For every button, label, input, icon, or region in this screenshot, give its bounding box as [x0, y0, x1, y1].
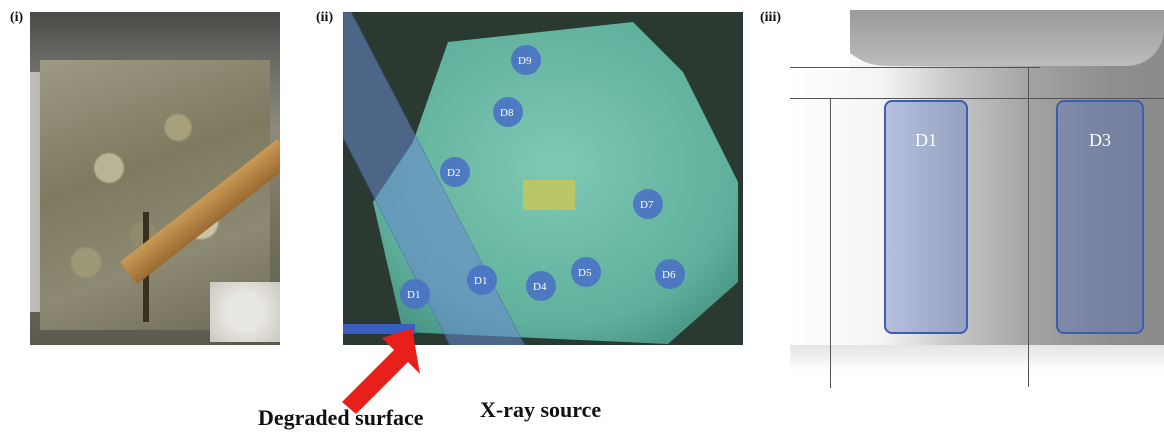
detector-d9: D9 — [511, 45, 541, 75]
svg-text:D9: D9 — [518, 55, 532, 67]
cross-section-drawing: D9 D8 D2 D7 D1 D1 D4 D5 D6 — [343, 12, 743, 345]
svg-text:D7: D7 — [640, 199, 654, 211]
panel-label-i: (i) — [10, 10, 24, 25]
roi-d1: D1 — [884, 100, 968, 334]
svg-text:D5: D5 — [578, 267, 592, 279]
detector-d1: D1 — [467, 265, 497, 295]
grid-line-h2 — [790, 98, 1164, 99]
roi-d3-label: D3 — [1089, 130, 1111, 150]
svg-text:D1: D1 — [407, 289, 420, 301]
radiograph-dark-region — [830, 10, 1164, 66]
degraded-surface-bar — [343, 324, 415, 334]
svg-text:D1: D1 — [474, 275, 487, 287]
caption-xray-source: X-ray source — [480, 397, 602, 422]
panel-label-ii: (ii) — [316, 10, 334, 25]
svg-text:D6: D6 — [662, 269, 676, 281]
detector-d1-left: D1 — [400, 279, 430, 309]
roi-d3: D3 — [1056, 100, 1144, 334]
caption-degraded-surface: Degraded surface — [258, 405, 424, 430]
roi-d1-label: D1 — [915, 130, 937, 150]
concrete-block-photo — [30, 12, 280, 345]
cross-section-photo: D9 D8 D2 D7 D1 D1 D4 D5 D6 — [343, 12, 743, 345]
grid-line-v2 — [1028, 67, 1029, 387]
detector-d2: D2 — [440, 157, 470, 187]
svg-text:D2: D2 — [447, 167, 460, 179]
grid-line-v1 — [830, 98, 831, 388]
bubble-wrap — [210, 282, 280, 342]
detector-d8: D8 — [493, 97, 523, 127]
detector-d6: D6 — [655, 259, 685, 289]
xray-beam — [343, 12, 526, 345]
detector-d4: D4 — [526, 271, 556, 301]
svg-text:D8: D8 — [500, 107, 514, 119]
center-tag — [523, 180, 575, 210]
radiograph-bright-corner — [790, 10, 850, 70]
detector-d7: D7 — [633, 189, 663, 219]
detector-markers: D9 D8 D2 D7 D1 D1 D4 D5 D6 — [400, 45, 685, 309]
svg-text:D4: D4 — [533, 281, 547, 293]
radiograph-image: D1 D3 — [790, 10, 1164, 390]
red-arrow-icon — [342, 328, 420, 414]
panel-label-iii: (iii) — [760, 10, 781, 25]
detector-d5: D5 — [571, 257, 601, 287]
grid-line-h1 — [790, 67, 1040, 68]
radiograph-bottom-region — [790, 345, 1164, 390]
